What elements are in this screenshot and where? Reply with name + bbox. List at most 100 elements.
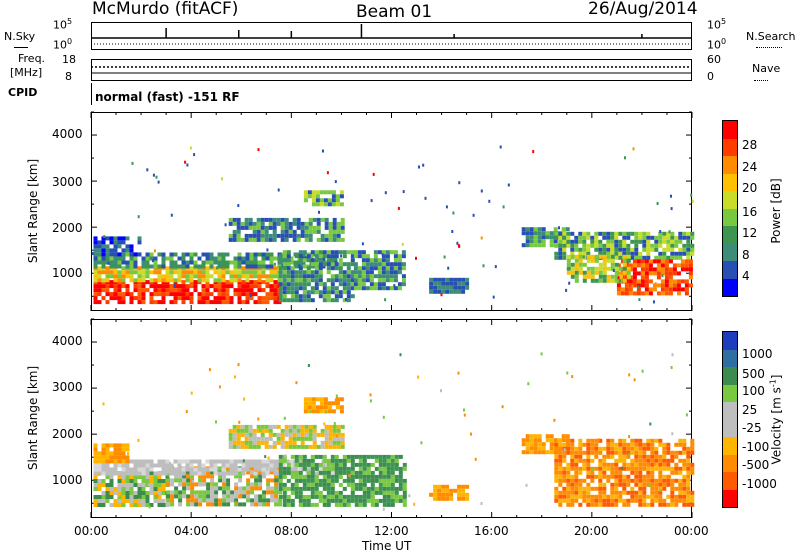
power-cell <box>244 237 249 242</box>
power-cell <box>626 243 631 248</box>
power-cell <box>278 254 283 259</box>
velocity-cell <box>149 475 154 479</box>
velocity-cell <box>598 486 603 491</box>
power-cell <box>401 250 406 255</box>
velocity-cell <box>298 478 303 483</box>
velocity-cell <box>105 475 110 479</box>
velocity-cell <box>278 486 283 491</box>
power-cell <box>257 274 262 279</box>
power-cell <box>217 270 222 275</box>
velocity-cell <box>244 440 249 445</box>
power-cell <box>570 266 575 271</box>
velocity-cell <box>298 454 303 459</box>
power-cell <box>369 286 374 291</box>
power-cell <box>272 225 277 230</box>
power-cell <box>672 283 677 288</box>
velocity-cell <box>622 490 627 495</box>
velocity-cell <box>121 455 126 460</box>
power-cell <box>319 198 324 203</box>
velocity-cell <box>282 482 287 487</box>
velocity-cell <box>561 438 566 443</box>
velocity-cell <box>137 471 142 476</box>
power-cell <box>565 288 568 292</box>
velocity-cell <box>586 446 591 451</box>
power-cell <box>594 258 599 263</box>
velocity-cell <box>233 459 238 464</box>
power-cell <box>225 284 230 289</box>
cpid-text: normal (fast) -151 RF <box>95 90 240 104</box>
colorbar-swatch <box>723 226 737 244</box>
velocity-cell <box>149 471 154 475</box>
power-cell <box>328 233 333 238</box>
velocity-cell <box>646 458 651 463</box>
power-cell <box>245 296 250 301</box>
velocity-cell <box>264 428 269 433</box>
power-cell <box>237 296 242 301</box>
power-cell <box>558 231 563 236</box>
power-cell <box>322 250 327 255</box>
velocity-cell <box>189 459 194 464</box>
velocity-cell <box>272 444 277 449</box>
power-cell <box>529 231 534 236</box>
velocity-cell <box>206 498 211 503</box>
velocity-cell <box>370 494 375 499</box>
power-cell <box>257 288 262 293</box>
power-cell <box>602 262 607 267</box>
power-cell <box>240 225 245 230</box>
velocity-cell <box>582 462 587 467</box>
power-cell <box>278 282 283 287</box>
velocity-cell <box>650 458 655 463</box>
power-cell <box>688 267 693 272</box>
power-cell <box>253 274 258 279</box>
xtick-2400: 00:00 <box>674 524 709 538</box>
power-cell <box>290 298 295 303</box>
power-cell <box>553 239 558 244</box>
power-cell <box>257 264 262 269</box>
power-cell <box>97 266 102 271</box>
power-cell <box>656 267 661 272</box>
velocity-cell <box>350 454 355 459</box>
velocity-cell <box>662 502 667 507</box>
power-cell <box>334 290 339 295</box>
power-cell <box>541 231 546 236</box>
velocity-cell <box>440 389 442 393</box>
velocity-cell <box>289 463 294 468</box>
power-cell <box>582 270 587 275</box>
velocity-cell <box>602 498 607 503</box>
power-cell <box>389 250 394 255</box>
power-ytick-2000: 2000 <box>52 221 83 235</box>
velocity-cell <box>248 424 253 429</box>
velocity-cell <box>354 474 359 479</box>
power-cell <box>640 279 645 284</box>
velocity-cell <box>101 467 106 472</box>
power-cell <box>241 260 246 265</box>
velocity-cell <box>606 474 611 479</box>
power-cell <box>245 270 250 275</box>
power-cell <box>622 235 627 240</box>
velocity-cell <box>113 471 118 476</box>
power-cell <box>302 294 307 299</box>
freq-tick-top: 18 <box>62 53 76 66</box>
power-cell <box>121 292 126 297</box>
power-cell <box>257 300 262 305</box>
velocity-cell <box>338 502 343 507</box>
power-cell <box>488 199 491 203</box>
velocity-cell <box>402 462 407 467</box>
velocity-cell <box>402 494 407 499</box>
power-cell <box>632 147 635 151</box>
power-cell <box>333 256 338 261</box>
velocity-cell <box>145 463 150 468</box>
power-cell <box>318 250 323 255</box>
power-cell <box>327 202 332 207</box>
power-cell <box>369 262 374 267</box>
power-cell <box>614 262 619 267</box>
power-cell <box>105 274 110 279</box>
velocity-cell <box>541 450 546 455</box>
power-cell <box>232 229 237 234</box>
velocity-cell <box>328 428 333 433</box>
velocity-cell <box>205 467 210 472</box>
power-cell <box>433 289 438 294</box>
power-cell <box>326 298 331 303</box>
power-cell <box>137 284 142 289</box>
velocity-cell <box>280 444 285 449</box>
